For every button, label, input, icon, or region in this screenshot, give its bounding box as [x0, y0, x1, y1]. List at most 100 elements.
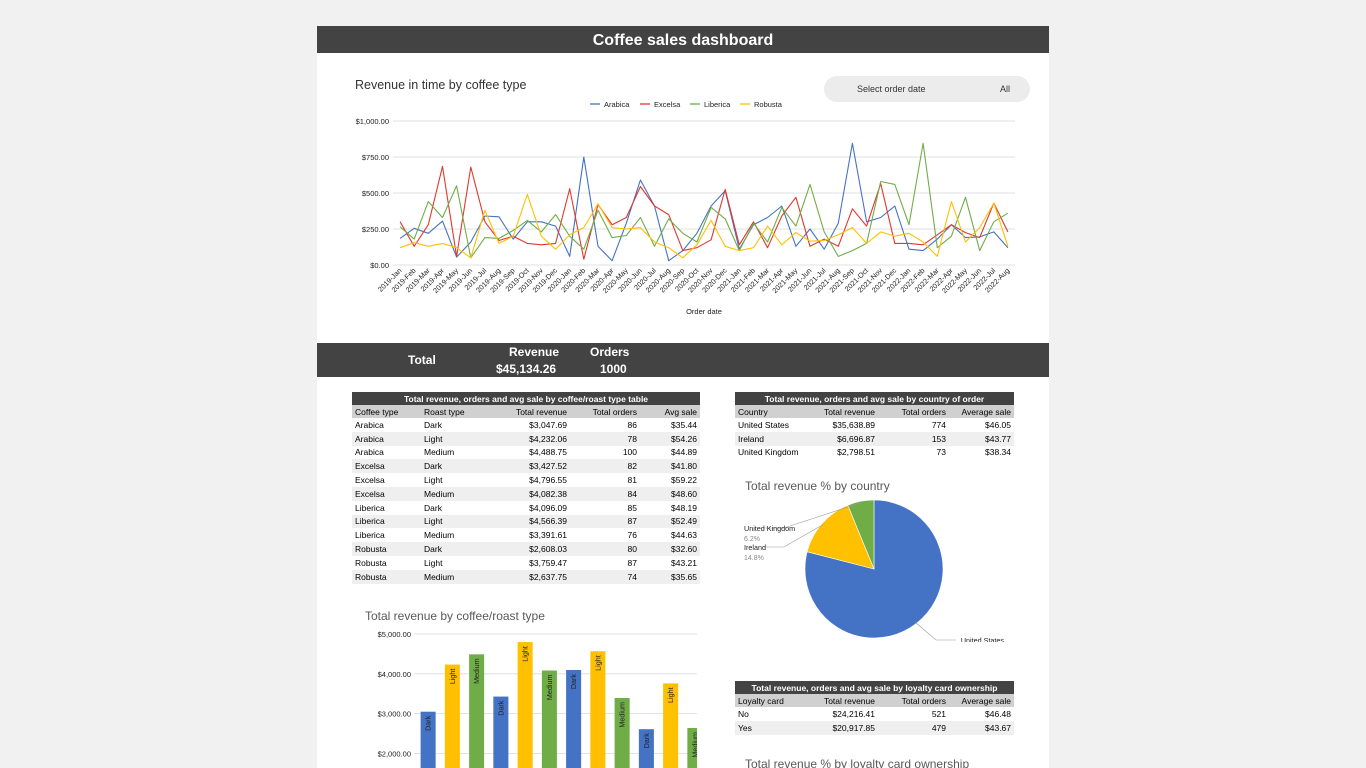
- coffee-table-row-cell: $59.22: [671, 475, 698, 486]
- country-table-header: Country: [735, 405, 809, 418]
- coffee-table-header: Total orders: [570, 405, 640, 418]
- coffee-table-row-cell: $48.60: [640, 486, 701, 501]
- country-table-row-cell: $6,696.87: [809, 431, 878, 446]
- loyalty-table-header: Average sale: [949, 694, 1015, 707]
- bar: [469, 654, 485, 768]
- legend-label: Arabica: [604, 100, 630, 109]
- series-line-robusta: [399, 193, 1009, 259]
- country-table-row-cell: United States: [738, 419, 790, 430]
- loyalty-table-header: Total orders: [878, 694, 949, 707]
- total-label: Total: [408, 353, 436, 367]
- coffee-table-row-cell: 84: [570, 486, 640, 501]
- country-table-row-cell: United Kingdom: [738, 447, 799, 458]
- coffee-table-row: Liberica Medium $3,391.61 76 $44.63: [352, 528, 700, 542]
- coffee-table-row-cell: $3,759.47: [529, 557, 567, 568]
- bar-category-label: Light: [666, 687, 675, 703]
- revenue-label: Revenue: [509, 345, 560, 359]
- legend-label: Robusta: [754, 100, 783, 109]
- coffee-table-row: Excelsa Medium $4,082.38 84 $48.60: [352, 486, 701, 501]
- loyalty-table-header: Loyalty card: [735, 694, 809, 707]
- country-table-row-cell: 73: [936, 447, 946, 458]
- bar-category-label: Light: [448, 669, 457, 685]
- bar-category-label: Light: [521, 646, 530, 662]
- coffee-table-row-cell: $48.19: [671, 502, 698, 513]
- coffee-table-row: Arabica Dark $3,047.69 86 $35.44: [352, 418, 700, 432]
- orders-label: Orders: [590, 345, 630, 359]
- coffee-table-row-cell: 80: [570, 542, 640, 556]
- coffee-table-row-cell: $3,427.52: [491, 459, 570, 474]
- bar: [493, 696, 509, 768]
- country-table: Total revenue, orders and avg sale by co…: [735, 392, 1014, 459]
- coffee-table-row-cell: 87: [570, 514, 640, 529]
- coffee-table-row-cell: $2,637.75: [491, 569, 570, 584]
- pie-leader-line: [764, 524, 824, 548]
- coffee-table-row: Excelsa Light $4,796.55 81 $59.22: [352, 473, 700, 487]
- bar: [541, 670, 557, 768]
- y-tick-label: $3,000.00: [378, 710, 411, 719]
- coffee-table-row-cell: $4,488.75: [529, 447, 567, 458]
- bar-category-label: Medium: [545, 675, 554, 701]
- bar-category-label: Dark: [642, 733, 651, 749]
- bar: [687, 728, 697, 768]
- loyalty-table-row: No $24,216.41 521 $46.48: [735, 707, 1014, 721]
- coffee-table-row-cell: Dark: [424, 419, 442, 430]
- coffee-table-row-cell: Arabica: [355, 447, 384, 458]
- pie-leader-line: [764, 502, 861, 529]
- coffee-table-row-cell: $3,391.61: [529, 530, 567, 541]
- slicer-value[interactable]: All: [1000, 84, 1011, 94]
- coffee-table-header: Roast type: [421, 405, 491, 418]
- bar: [517, 642, 533, 768]
- coffee-table-row-cell: 87: [627, 557, 637, 568]
- coffee-table-row-cell: $35.65: [640, 569, 701, 584]
- country-table-header: Total revenue: [809, 405, 878, 418]
- coffee-table-row-cell: Excelsa: [352, 486, 421, 501]
- bar-category-label: Dark: [496, 700, 505, 716]
- coffee-table-row-cell: Light: [424, 475, 443, 486]
- bar: [663, 683, 679, 768]
- revenue-bar-chart: $1,000.00$2,000.00$3,000.00$4,000.00$5,0…: [378, 630, 697, 768]
- bar: [444, 664, 460, 768]
- legend-label: Excelsa: [654, 100, 681, 109]
- loyalty-table: Total revenue, orders and avg sale by lo…: [735, 681, 1015, 735]
- coffee-table-row-cell: $4,566.39: [491, 514, 570, 529]
- revenue-line-chart: $0.00$250.00$500.00$750.00$1,000.002019-…: [356, 100, 1015, 316]
- dashboard-title: Coffee sales dashboard: [317, 26, 1049, 53]
- order-date-slicer[interactable]: Select order date All: [824, 76, 1030, 102]
- coffee-table-row-cell: 100: [622, 447, 637, 458]
- coffee-table-row-cell: Light: [421, 514, 491, 529]
- slicer-label: Select order date: [857, 84, 926, 94]
- loyalty-table-row: Yes $20,917.85 479 $43.67: [735, 720, 1015, 735]
- totals-band: Total Revenue $45,134.26 Orders 1000: [317, 343, 1049, 377]
- y-tick-label: $5,000.00: [378, 630, 411, 639]
- country-table-row-cell: Ireland: [735, 431, 809, 446]
- loyalty-table-title: Total revenue, orders and avg sale by lo…: [735, 681, 1015, 694]
- coffee-table-row-cell: 82: [570, 459, 640, 474]
- coffee-table-row-cell: Dark: [421, 459, 491, 474]
- bar-category-label: Medium: [690, 732, 697, 758]
- bar-category-label: Dark: [569, 674, 578, 690]
- coffee-table-row-cell: Excelsa: [352, 459, 421, 474]
- coffee-table-row-cell: Dark: [424, 502, 442, 513]
- series-line-arabica: [399, 142, 1009, 262]
- y-tick-label: $750.00: [362, 153, 389, 162]
- country-table-row-cell: 153: [878, 431, 949, 446]
- bar-chart-title: Total revenue by coffee/roast type: [365, 609, 545, 623]
- loyalty-table-row-cell: No: [738, 708, 749, 719]
- coffee-table-row-cell: Medium: [424, 447, 455, 458]
- coffee-table-row: Arabica Light $4,232.06 78 $54.26: [352, 431, 701, 446]
- y-tick-label: $4,000.00: [378, 670, 411, 679]
- coffee-table-header: Total revenue: [491, 405, 570, 418]
- loyalty-table-row-cell: 479: [878, 720, 949, 735]
- coffee-table-row: Excelsa Dark $3,427.52 82 $41.80: [352, 459, 701, 474]
- series-line-liberica: [399, 142, 1009, 259]
- coffee-table-row-cell: $4,082.38: [491, 486, 570, 501]
- coffee-table-row-cell: $4,796.55: [529, 475, 567, 486]
- bar: [614, 698, 630, 768]
- loyalty-table-row-cell: $43.67: [949, 720, 1015, 735]
- loyalty-table-row-cell: 521: [931, 708, 946, 719]
- pie-percent-label: 6.2%: [744, 536, 760, 543]
- country-table-row-cell: $35,638.89: [832, 419, 875, 430]
- coffee-table-row-cell: Liberica: [355, 502, 385, 513]
- dashboard-sheet: Coffee sales dashboard Revenue in time b…: [317, 26, 1049, 768]
- coffee-table-row-cell: Liberica: [355, 530, 385, 541]
